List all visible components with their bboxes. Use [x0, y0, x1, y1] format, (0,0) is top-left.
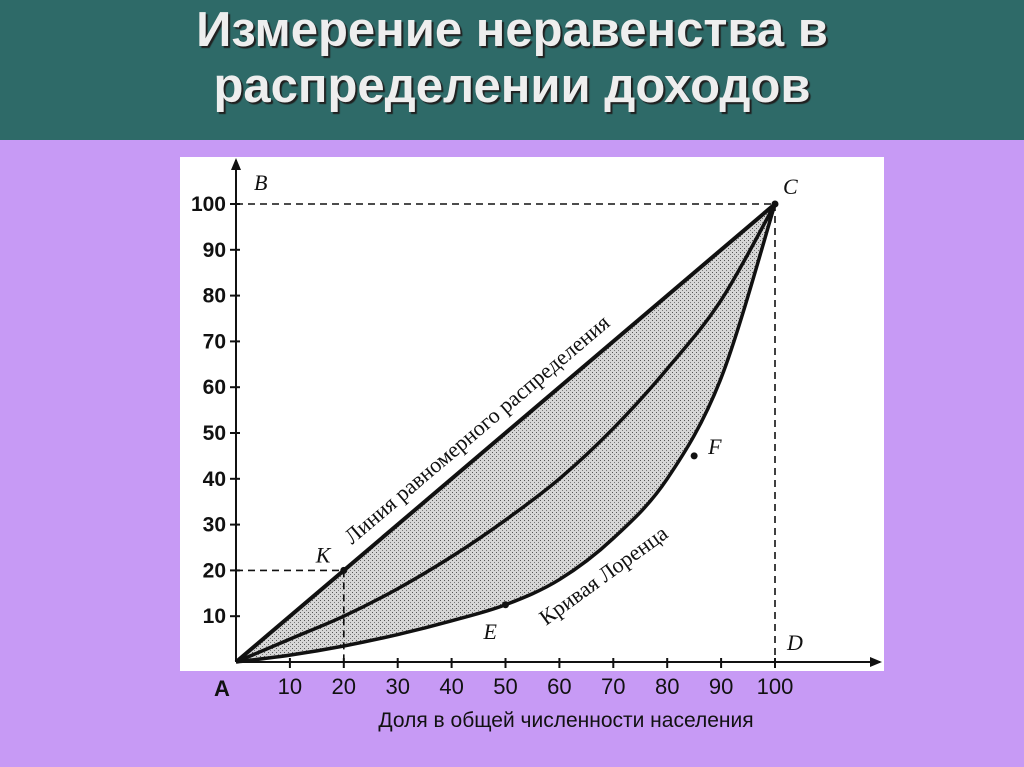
point-label: K	[315, 542, 332, 567]
y-tick-label: 60	[203, 376, 226, 399]
slide-title: Измерение неравенства в распределении до…	[0, 2, 1024, 114]
y-tick-label: 50	[203, 422, 226, 445]
x-tick-label: 90	[709, 674, 733, 699]
slide-title-line-2: распределении доходов	[213, 59, 811, 113]
y-tick-label: 70	[203, 330, 226, 353]
x-tick-label: 70	[601, 674, 625, 699]
y-tick-label: 80	[203, 285, 226, 308]
y-tick-label: 10	[203, 605, 226, 628]
y-tick-label: 20	[203, 559, 226, 582]
slide-title-line-1: Измерение неравенства в	[196, 3, 828, 57]
x-tick-label: 80	[655, 674, 679, 699]
point-label: B	[254, 170, 267, 195]
y-tick-label: 90	[203, 239, 226, 262]
x-tick-label: 10	[278, 674, 302, 699]
x-tick-label: 40	[439, 674, 463, 699]
point-marker	[340, 566, 348, 574]
origin-label: A	[214, 676, 230, 701]
x-tick-label: 30	[385, 674, 409, 699]
x-axis-title: Доля в общей численности населения	[378, 709, 753, 732]
point-label: C	[783, 174, 798, 199]
x-tick-label: 100	[757, 674, 794, 699]
y-tick-label: 100	[191, 193, 226, 216]
intermediate-lorenz-curve	[235, 203, 777, 664]
equality-line	[234, 202, 777, 664]
point-label: E	[483, 619, 498, 644]
point-label: F	[707, 434, 722, 459]
x-tick-label: 60	[547, 674, 571, 699]
point-label: D	[786, 630, 803, 655]
point-marker	[502, 601, 509, 609]
x-tick-label: 50	[493, 674, 517, 699]
point-marker	[690, 452, 698, 460]
point-marker	[771, 200, 779, 208]
lorenz-curve	[235, 203, 777, 664]
y-tick-label: 40	[203, 468, 226, 491]
x-tick-label: 20	[332, 674, 356, 699]
y-tick-label: 30	[203, 514, 226, 537]
title-banner	[0, 0, 1024, 140]
